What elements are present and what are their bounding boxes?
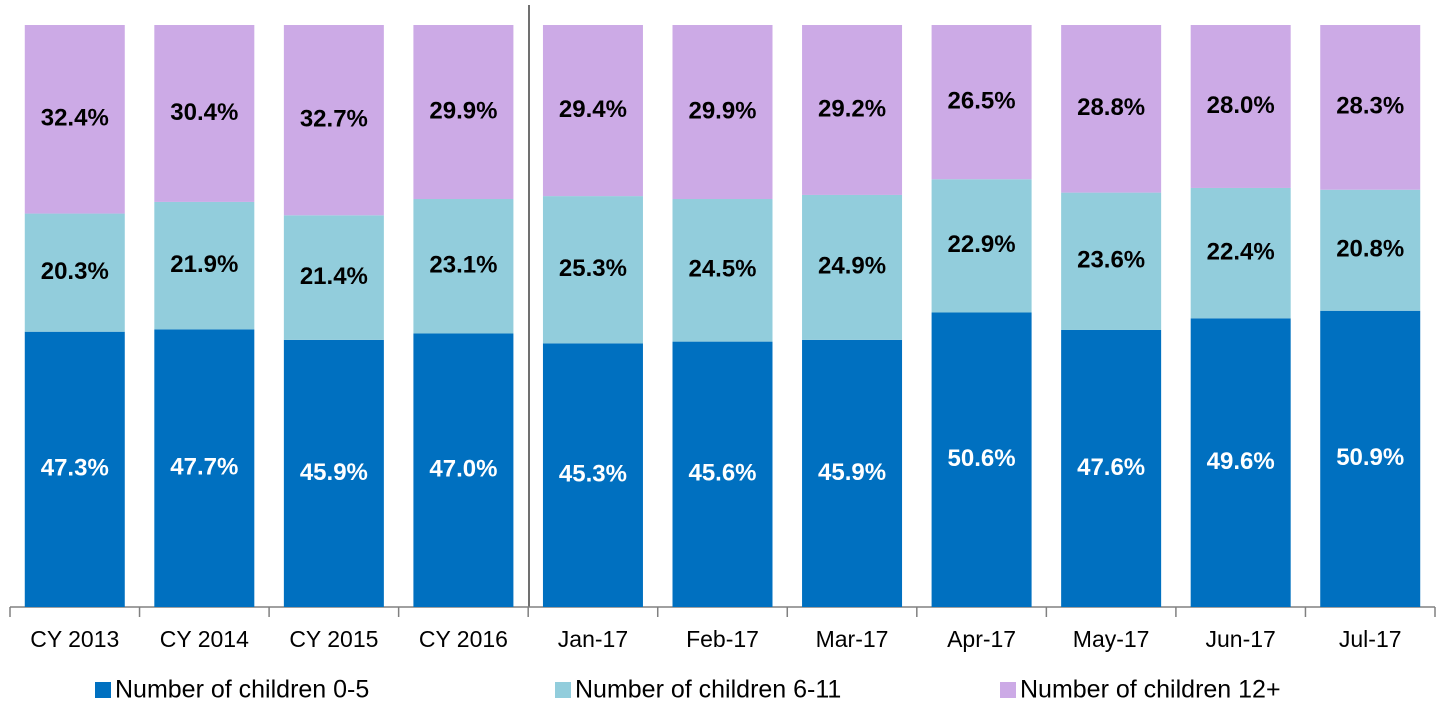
bar-segment [542,25,643,197]
legend-label: Number of children 0-5 [115,676,369,704]
bar-segment [283,339,384,607]
value-label: 22.4% [1207,238,1275,265]
bar-segment [542,343,643,607]
x-tick-label: May-17 [1073,626,1150,652]
value-label: 23.6% [1077,247,1145,274]
value-label: 45.6% [688,460,756,487]
bar-segment [1320,189,1421,311]
value-label: 28.3% [1336,93,1404,120]
bar-segment [154,25,255,202]
value-label: 50.9% [1336,444,1404,471]
bar-segment [24,213,125,332]
legend-swatch [1000,682,1016,698]
value-label: 24.9% [818,253,886,280]
value-label: 32.7% [300,106,368,133]
bar-segment [1061,192,1162,330]
value-label: 23.1% [429,252,497,279]
x-tick-label: Jul-17 [1339,626,1402,652]
bar-segment [1190,25,1291,188]
bar-segment [931,312,1032,607]
value-label: 45.9% [818,459,886,486]
bar-segment [802,339,903,607]
value-label: 20.3% [41,258,109,285]
value-label: 32.4% [41,105,109,132]
bar-segment [931,179,1032,313]
value-label: 21.4% [300,263,368,290]
value-label: 29.9% [688,97,756,124]
bar-segment [1320,25,1421,190]
bar-segment [802,25,903,195]
bar-segment [283,25,384,216]
value-label: 47.7% [170,454,238,481]
x-tick-label: CY 2013 [30,626,119,652]
x-tick-label: Jun-17 [1206,626,1276,652]
value-label: 45.3% [559,461,627,488]
legend-swatch [95,682,111,698]
x-tick-label: CY 2015 [289,626,378,652]
x-tick-label: Apr-17 [947,626,1016,652]
bar-segment [672,25,773,200]
value-label: 29.4% [559,96,627,123]
bar-segment [24,331,125,607]
legend-swatch [555,682,571,698]
legend-label: Number of children 12+ [1020,676,1281,704]
x-tick-label: Jan-17 [558,626,628,652]
x-tick-label: Mar-17 [816,626,889,652]
x-tick-label: Feb-17 [686,626,759,652]
value-label: 50.6% [948,445,1016,472]
bar-segment [1190,187,1291,319]
value-label: 21.9% [170,251,238,278]
value-label: 47.0% [429,456,497,483]
value-label: 45.9% [300,459,368,486]
bar-segment [802,194,903,340]
bar-segment [931,25,1032,180]
value-label: 47.6% [1077,454,1145,481]
value-label: 28.8% [1077,94,1145,121]
bar-segment [1061,25,1162,193]
x-tick-label: CY 2014 [160,626,249,652]
bar-segment [283,215,384,340]
value-label: 28.0% [1207,92,1275,119]
value-label: 22.9% [948,231,1016,258]
value-label: 24.5% [688,256,756,283]
value-label: 20.8% [1336,236,1404,263]
bar-segment [1190,318,1291,607]
bar-segment [154,201,255,330]
value-label: 47.3% [41,455,109,482]
bar-segment [413,199,514,334]
value-label: 29.9% [429,97,497,124]
bar-segment [1061,329,1162,607]
legend-label: Number of children 6-11 [575,676,841,704]
bar-segment [413,333,514,607]
value-label: 29.2% [818,95,886,122]
bar-segment [542,196,643,344]
x-tick-label: CY 2016 [419,626,508,652]
value-label: 25.3% [559,255,627,282]
bar-segment [1320,310,1421,607]
value-label: 49.6% [1207,448,1275,475]
bar-segment [413,25,514,200]
value-label: 26.5% [948,87,1016,114]
value-label: 30.4% [170,99,238,126]
bar-segment [154,329,255,607]
bar-segment [24,25,125,214]
bar-segment [672,341,773,607]
bar-segment [672,199,773,342]
